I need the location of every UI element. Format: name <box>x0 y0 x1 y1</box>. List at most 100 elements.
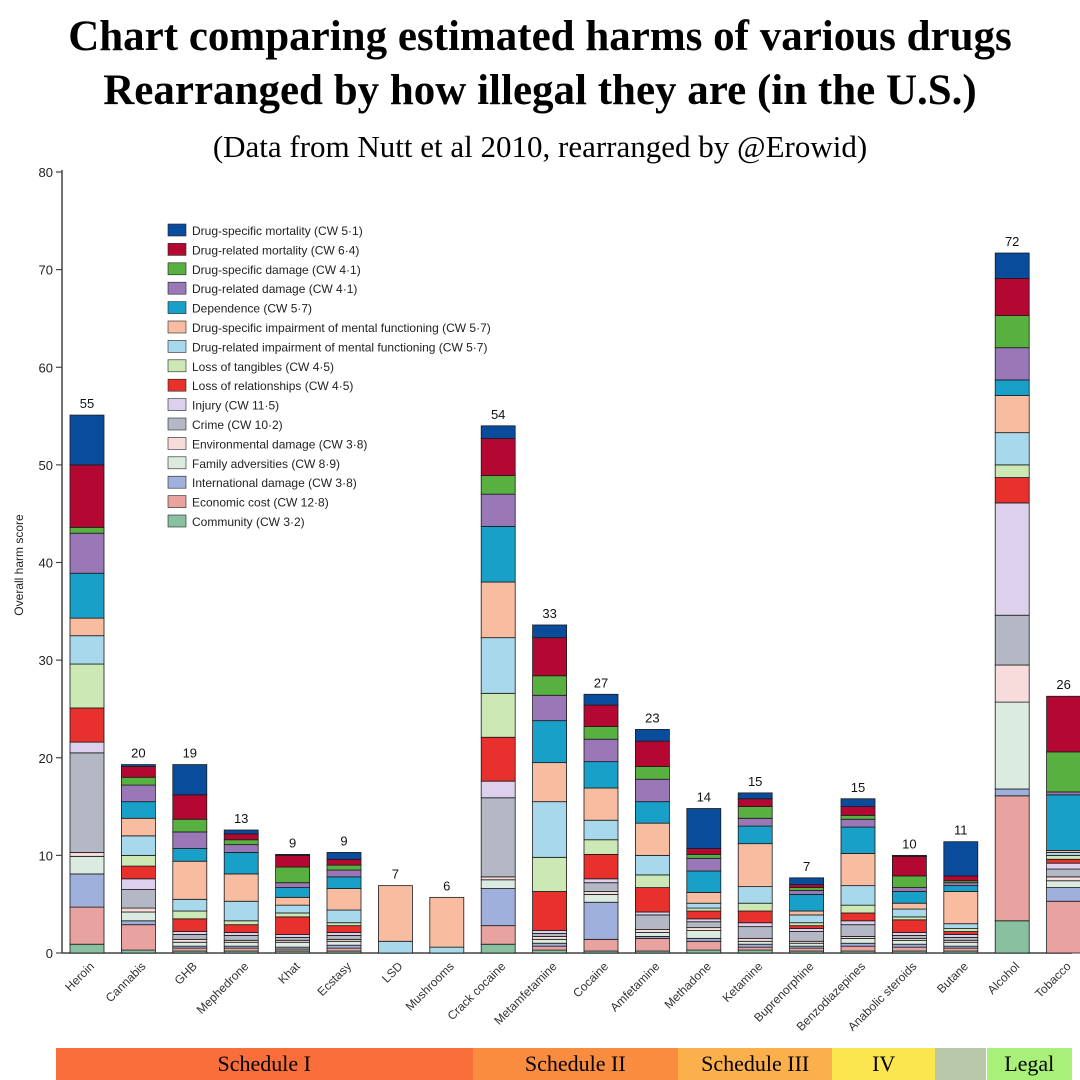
chart-title-line2: Rearranged by how illegal they are (in t… <box>103 67 977 114</box>
bar-segment <box>635 854 670 876</box>
bar-segment <box>121 878 156 890</box>
bar-segment <box>840 885 876 906</box>
bar-segment <box>532 936 567 940</box>
bar-segment <box>583 938 619 952</box>
bar-stack: 19 GHB <box>172 746 208 988</box>
bar-segment <box>69 873 105 908</box>
bar-segment <box>69 752 105 853</box>
bar-segment <box>943 882 979 887</box>
legend-swatch <box>167 378 187 392</box>
bar-segment <box>172 947 208 952</box>
bar-segment <box>1046 794 1080 851</box>
bar-segment <box>275 882 311 888</box>
bar-segment <box>943 947 979 952</box>
bar-segment <box>121 776 156 786</box>
bar-total-label: 55 <box>80 396 94 411</box>
bar-segment <box>377 885 413 942</box>
bar-segment <box>635 911 670 916</box>
bar-segment <box>994 464 1030 478</box>
bar-segment <box>994 315 1030 349</box>
bar-segment <box>480 493 516 527</box>
bar-segment <box>223 941 259 947</box>
y-tick-label: 30 <box>39 653 53 668</box>
bar-segment <box>1046 868 1080 878</box>
legend-label: Environmental damage (CW 3·8) <box>192 437 367 451</box>
bar-segment <box>275 941 311 948</box>
bar-segment <box>121 766 156 778</box>
bar-segment <box>635 937 670 952</box>
bar-segment <box>789 922 824 927</box>
bar-segment <box>583 853 619 880</box>
bar-segment <box>994 432 1030 466</box>
bar-segment <box>686 907 722 912</box>
schedule-band: Schedule III <box>678 1048 833 1080</box>
bar-stack: 20 Cannabis <box>103 746 156 1005</box>
bar-segment <box>943 934 979 938</box>
bar-segment <box>532 762 567 803</box>
bar-segment <box>532 637 567 677</box>
bar-stack: 11 Butane <box>934 823 979 996</box>
bar-segment <box>172 848 208 862</box>
bar-segment <box>480 692 516 738</box>
chart-title-line1: Chart comparing estimated harms of vario… <box>68 13 1012 60</box>
bar-segment <box>326 944 362 949</box>
bar-segment <box>480 425 516 439</box>
bar-segment <box>994 788 1030 797</box>
bar-segment <box>943 875 979 882</box>
bar-segment <box>69 741 105 754</box>
legend-label: Community (CW 3·2) <box>192 515 305 529</box>
bar-segment <box>121 949 156 954</box>
schedule-band: IV <box>832 1048 936 1080</box>
bar-segment <box>943 931 979 935</box>
legend-label: Drug-specific impairment of mental funct… <box>192 321 491 335</box>
bar-segment <box>686 927 722 931</box>
bar-segment <box>583 738 619 763</box>
bar-segment <box>737 798 773 807</box>
bar-stack: 15 Ketamine <box>720 774 773 1005</box>
bar-segment <box>532 945 567 951</box>
bar-segment <box>172 934 208 940</box>
bar-segment <box>69 906 105 945</box>
bar-segment <box>69 526 105 534</box>
bar-segment <box>686 808 722 849</box>
bar-segment <box>635 887 670 913</box>
bar-segment <box>223 852 259 875</box>
bar-segment <box>840 924 876 937</box>
bar-segment <box>635 822 670 856</box>
bar-segment <box>121 920 156 926</box>
bar-segment <box>737 943 773 948</box>
bar-segment <box>892 916 927 921</box>
bar-segment <box>892 887 927 892</box>
bar-segment <box>532 675 567 696</box>
bar-segment <box>892 919 927 933</box>
legend-label: International damage (CW 3·8) <box>192 476 357 490</box>
bar-segment <box>480 637 516 694</box>
chart-legend: Drug-specific mortality (CW 5·1) Drug-rel… <box>167 223 491 529</box>
x-tick-label: Alcohol <box>985 959 1023 997</box>
bar-total-label: 6 <box>443 878 450 893</box>
x-tick-label: Ecstasy <box>315 959 355 999</box>
bar-segment <box>69 852 105 857</box>
bar-segment <box>121 924 156 951</box>
x-tick-label: Ketamine <box>720 959 766 1005</box>
bar-segment <box>1046 852 1080 856</box>
bar-stack: 9 Ecstasy <box>315 833 362 999</box>
bar-segment <box>1046 900 1080 954</box>
bar-segment <box>121 764 156 767</box>
chart-subtitle: (Data from Nutt et al 2010, rearranged b… <box>212 129 868 164</box>
bar-segment <box>223 935 259 941</box>
bar-segment <box>326 922 362 927</box>
bar-segment <box>892 943 927 948</box>
bar-segment <box>172 918 208 932</box>
x-tick-label: Cannabis <box>103 959 149 1005</box>
bar-segment <box>892 875 927 888</box>
bar-segment <box>686 870 722 893</box>
bar-segment <box>326 932 362 936</box>
bar-segment <box>480 736 516 782</box>
y-tick-label: 80 <box>39 165 53 180</box>
bar-segment <box>69 464 105 528</box>
bar-segment <box>223 920 259 926</box>
bar-segment <box>737 843 773 888</box>
x-tick-label: LSD <box>379 959 406 986</box>
bar-segment <box>686 918 722 923</box>
